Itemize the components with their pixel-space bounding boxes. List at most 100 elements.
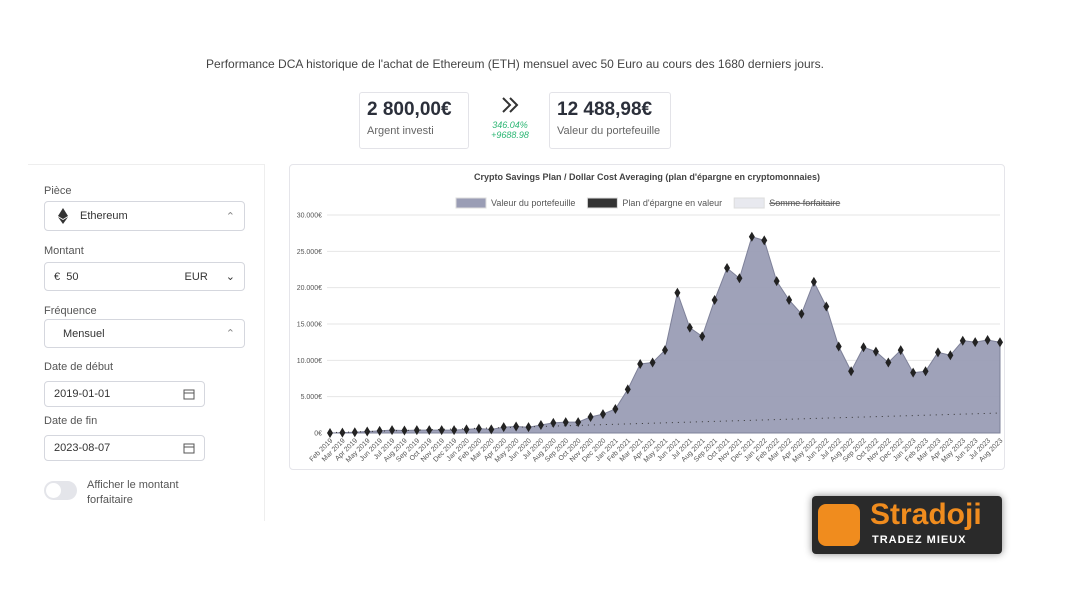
end-input[interactable]: 2023-08-07 xyxy=(44,435,205,461)
description: Performance DCA historique de l'achat de… xyxy=(206,57,824,71)
point xyxy=(413,425,420,436)
point xyxy=(823,301,830,312)
point xyxy=(959,335,966,346)
line xyxy=(329,412,1001,434)
point xyxy=(426,425,433,436)
point xyxy=(376,425,383,436)
y-tick-label: 20.000€ xyxy=(297,285,322,292)
frequency-select[interactable]: Mensuel ⌃ xyxy=(44,319,245,348)
point xyxy=(773,276,780,287)
point xyxy=(599,409,606,420)
point xyxy=(327,428,333,438)
change-amount: +9688.98 xyxy=(491,130,529,140)
y-tick-label: 30.000€ xyxy=(297,213,322,220)
point xyxy=(649,357,656,368)
chevrons-icon xyxy=(502,97,519,113)
point xyxy=(475,423,482,434)
area xyxy=(329,236,1001,434)
point xyxy=(724,263,731,274)
portfolio-card: 12 488,98€ Valeur du portefeuille xyxy=(549,92,671,149)
legend-label: Valeur du portefeuille xyxy=(491,198,575,208)
point xyxy=(575,417,582,428)
point xyxy=(748,231,755,242)
y-tick-label: 10.000€ xyxy=(297,358,322,365)
calendar-icon xyxy=(183,443,195,454)
toggle[interactable] xyxy=(44,481,77,500)
point xyxy=(972,337,979,348)
point xyxy=(835,341,842,352)
toggle-label: Afficher le montant forfaitaire xyxy=(87,479,179,506)
chart-card xyxy=(289,164,1005,470)
portfolio-label: Valeur du portefeuille xyxy=(557,125,661,137)
point xyxy=(736,273,743,284)
currency: EUR xyxy=(184,270,208,283)
legend-label: Plan d'épargne en valeur xyxy=(622,198,722,208)
point xyxy=(562,417,569,428)
point xyxy=(500,422,507,433)
y-tick-label: 15.000€ xyxy=(297,322,322,329)
point xyxy=(711,295,718,306)
frequency-label: Fréquence xyxy=(44,305,97,317)
frequency-value: Mensuel xyxy=(63,327,105,340)
form-panel: Pièce Ethereum ⌃ Montant € 50 EUR ⌄ Fréque… xyxy=(28,164,265,521)
point xyxy=(389,425,396,436)
coin-select[interactable]: Ethereum ⌃ xyxy=(44,201,245,231)
point xyxy=(798,308,805,319)
point xyxy=(885,357,892,368)
point xyxy=(786,295,793,306)
point xyxy=(910,367,917,378)
point xyxy=(984,334,991,345)
point xyxy=(947,350,954,361)
point xyxy=(810,276,817,287)
invested-card: 2 800,00€ Argent investi xyxy=(359,92,469,149)
start-input[interactable]: 2019-01-01 xyxy=(44,381,205,407)
currency-symbol: € xyxy=(54,270,61,283)
point xyxy=(550,417,557,428)
point xyxy=(997,337,1003,348)
legend-label: Somme forfaitaire xyxy=(769,198,840,208)
logo: Stradoji TRADEZ MIEUX xyxy=(812,496,1002,554)
point xyxy=(686,322,693,333)
chart-title: Crypto Savings Plan / Dollar Cost Averag… xyxy=(474,172,820,182)
y-tick-label: 0€ xyxy=(314,431,322,438)
point xyxy=(513,421,520,432)
logo-icon xyxy=(818,504,860,546)
legend-swatch xyxy=(586,197,618,209)
point xyxy=(674,287,681,298)
change-percent: 346.04% xyxy=(492,120,528,130)
amount-input[interactable]: € 50 EUR ⌄ xyxy=(44,262,245,291)
point xyxy=(872,346,879,357)
point xyxy=(587,412,594,423)
point xyxy=(761,235,768,246)
point xyxy=(860,342,867,353)
eth-icon xyxy=(58,208,68,224)
amount-value: 50 xyxy=(66,270,79,283)
logo-tagline: TRADEZ MIEUX xyxy=(872,534,967,546)
start-value: 2019-01-01 xyxy=(54,388,111,400)
point xyxy=(488,424,495,435)
point xyxy=(662,345,668,356)
invested-label: Argent investi xyxy=(367,125,434,137)
coin-label: Pièce xyxy=(44,185,72,197)
point xyxy=(637,358,644,369)
legend-swatch xyxy=(455,197,487,209)
point xyxy=(451,425,458,436)
legend-swatch xyxy=(733,197,765,209)
y-tick-label: 25.000€ xyxy=(297,249,322,256)
calendar-icon xyxy=(183,389,195,400)
end-value: 2023-08-07 xyxy=(54,442,111,454)
change: 346.04% +9688.98 xyxy=(480,95,540,140)
point xyxy=(848,366,855,377)
point xyxy=(699,331,706,342)
point xyxy=(612,404,619,415)
point xyxy=(364,426,371,437)
point xyxy=(922,366,929,377)
point xyxy=(537,420,544,431)
invested-value: 2 800,00€ xyxy=(367,99,452,120)
coin-value: Ethereum xyxy=(80,210,128,222)
end-label: Date de fin xyxy=(44,415,98,427)
portfolio-value: 12 488,98€ xyxy=(557,99,653,120)
point xyxy=(624,384,631,395)
y-tick-label: 5.000€ xyxy=(301,394,323,401)
